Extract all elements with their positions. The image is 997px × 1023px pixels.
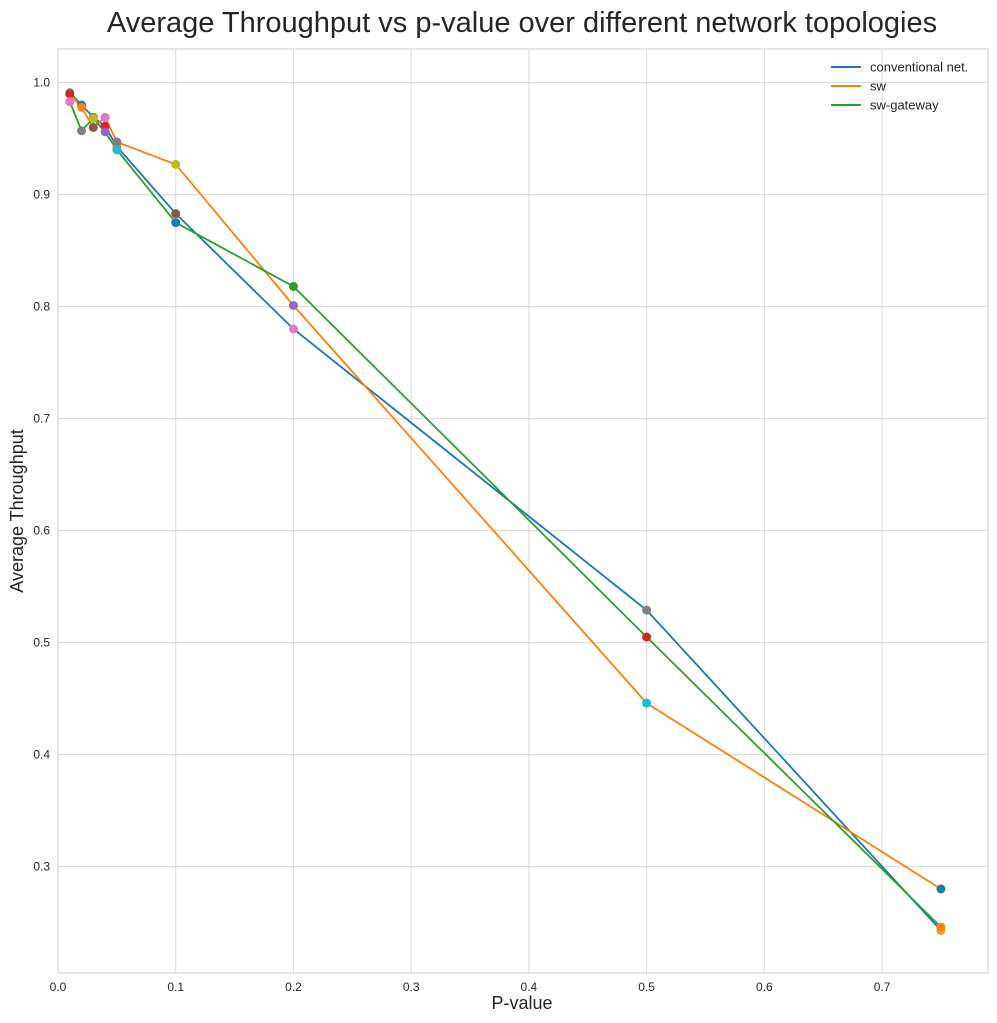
x-tick-label: 0.1 [167,980,184,994]
data-point [936,922,946,932]
x-tick-label: 0.0 [50,980,67,994]
x-tick-label: 0.4 [521,980,538,994]
data-point [112,145,122,155]
legend: conventional net. sw sw-gateway [831,60,968,113]
y-tick-label: 1.0 [33,76,50,90]
data-point [100,127,110,137]
data-point [88,122,98,132]
data-point [100,112,110,122]
data-point [642,605,652,615]
data-point [65,89,75,99]
series-line [68,101,942,928]
data-point [65,97,75,107]
data-point [288,281,298,291]
y-tick-label: 0.4 [33,748,50,762]
data-point [288,324,298,334]
x-tick-label: 0.6 [756,980,773,994]
x-axis-label: P-value [491,993,552,1013]
x-tick-label: 0.2 [285,980,302,994]
data-point [642,698,652,708]
series-line [69,93,942,890]
x-tick-label: 0.7 [874,980,891,994]
data-markers [65,88,946,935]
data-point [171,209,181,219]
x-axis-ticks: 0.0 0.1 0.2 0.3 0.4 0.5 0.6 0.7 [50,980,891,994]
y-tick-label: 0.5 [33,636,50,650]
legend-label: conventional net. [870,60,968,75]
y-tick-label: 0.9 [33,188,50,202]
y-axis-ticks: 0.3 0.4 0.5 0.6 0.7 0.8 0.9 1.0 [33,76,50,874]
data-point [171,159,181,169]
x-tick-label: 0.5 [638,980,655,994]
data-point [171,218,181,228]
data-point [112,137,122,147]
y-tick-label: 0.8 [33,300,50,314]
y-tick-label: 0.3 [33,860,50,874]
chart-title: Average Throughput vs p-value over diffe… [107,7,937,39]
series-lines [68,92,942,932]
y-tick-label: 0.6 [33,524,50,538]
legend-label: sw [870,79,887,94]
data-point [88,113,98,123]
series-line [69,92,942,932]
y-axis-label: Average Throughput [7,429,27,592]
legend-label: sw-gateway [870,98,939,113]
x-tick-label: 0.3 [403,980,420,994]
data-point [77,126,87,136]
data-point [288,300,298,310]
y-tick-label: 0.7 [33,412,50,426]
data-point [936,884,946,894]
grid [57,49,988,973]
data-point [77,102,87,112]
data-point [642,632,652,642]
plot-area-frame [57,48,989,974]
